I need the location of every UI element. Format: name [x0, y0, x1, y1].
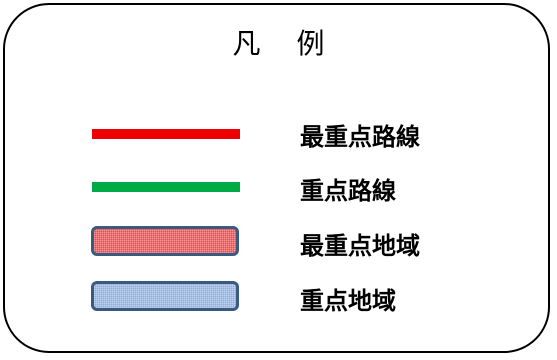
important-area-label: 重点地域 — [300, 287, 396, 315]
legend-title-char-1: 凡 — [232, 27, 261, 60]
legend-title: 凡例 — [0, 22, 557, 62]
important-route-label: 重点路線 — [300, 177, 396, 205]
most-important-route-label: 最重点路線 — [300, 123, 420, 151]
legend-title-char-2: 例 — [296, 27, 325, 60]
important-area-swatch — [91, 281, 239, 311]
most-important-route-swatch — [92, 129, 240, 139]
important-route-swatch — [92, 182, 240, 192]
most-important-area-label: 最重点地域 — [300, 232, 420, 260]
most-important-area-swatch — [91, 226, 239, 256]
